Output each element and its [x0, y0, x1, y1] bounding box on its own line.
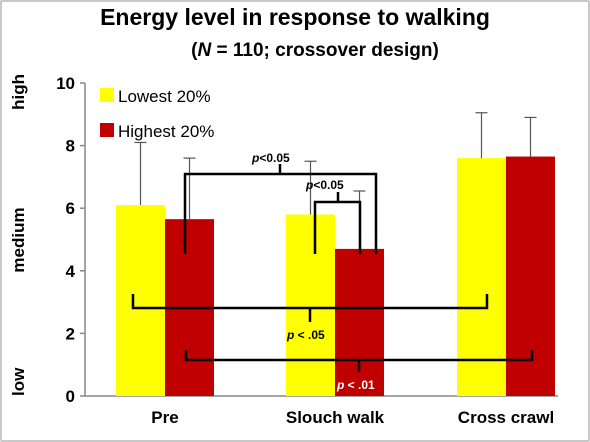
- p-label-1: p<0.05: [251, 151, 290, 165]
- y-side-label-medium: medium: [9, 207, 28, 272]
- y-tick-label: 0: [66, 387, 75, 406]
- y-tick-label: 2: [66, 324, 75, 343]
- legend-swatch-lowest: [100, 88, 114, 102]
- x-category-label: Pre: [151, 408, 178, 427]
- y-tick-label: 10: [56, 74, 75, 93]
- chart-title: Energy level in response to walking: [100, 4, 490, 30]
- y-side-label-low: low: [9, 367, 28, 396]
- significance-brackets: p<0.05 p<0.05 p < .05 p < .01: [131, 151, 534, 392]
- bar-highest-1: [335, 248, 384, 396]
- y-side-label-high: high: [9, 74, 28, 110]
- bar-lowest-0: [116, 205, 165, 396]
- subtitle-prefix: (: [191, 40, 198, 61]
- x-category-label: Slouch walk: [286, 408, 385, 427]
- p-label-2: p<0.05: [305, 178, 344, 192]
- y-tick-label: 4: [66, 262, 76, 281]
- subtitle-n: N: [197, 40, 212, 61]
- p-label-3: p < .05: [286, 328, 325, 342]
- legend: Lowest 20% Highest 20%: [100, 87, 214, 141]
- bar-lowest-2: [457, 158, 506, 396]
- chart-subtitle: (N = 110; crossover design): [0, 40, 590, 62]
- subtitle-rest: = 110; crossover design): [211, 40, 439, 61]
- y-tick-label: 6: [66, 199, 75, 218]
- legend-label-highest: Highest 20%: [118, 122, 214, 141]
- bar-lowest-1: [286, 214, 335, 396]
- legend-label-lowest: Lowest 20%: [118, 87, 211, 106]
- legend-swatch-highest: [100, 123, 114, 137]
- p-label-4: p < .01: [336, 378, 375, 392]
- bar-highest-2: [506, 156, 555, 396]
- x-category-label: Cross crawl: [458, 408, 554, 427]
- y-tick-label: 8: [66, 137, 75, 156]
